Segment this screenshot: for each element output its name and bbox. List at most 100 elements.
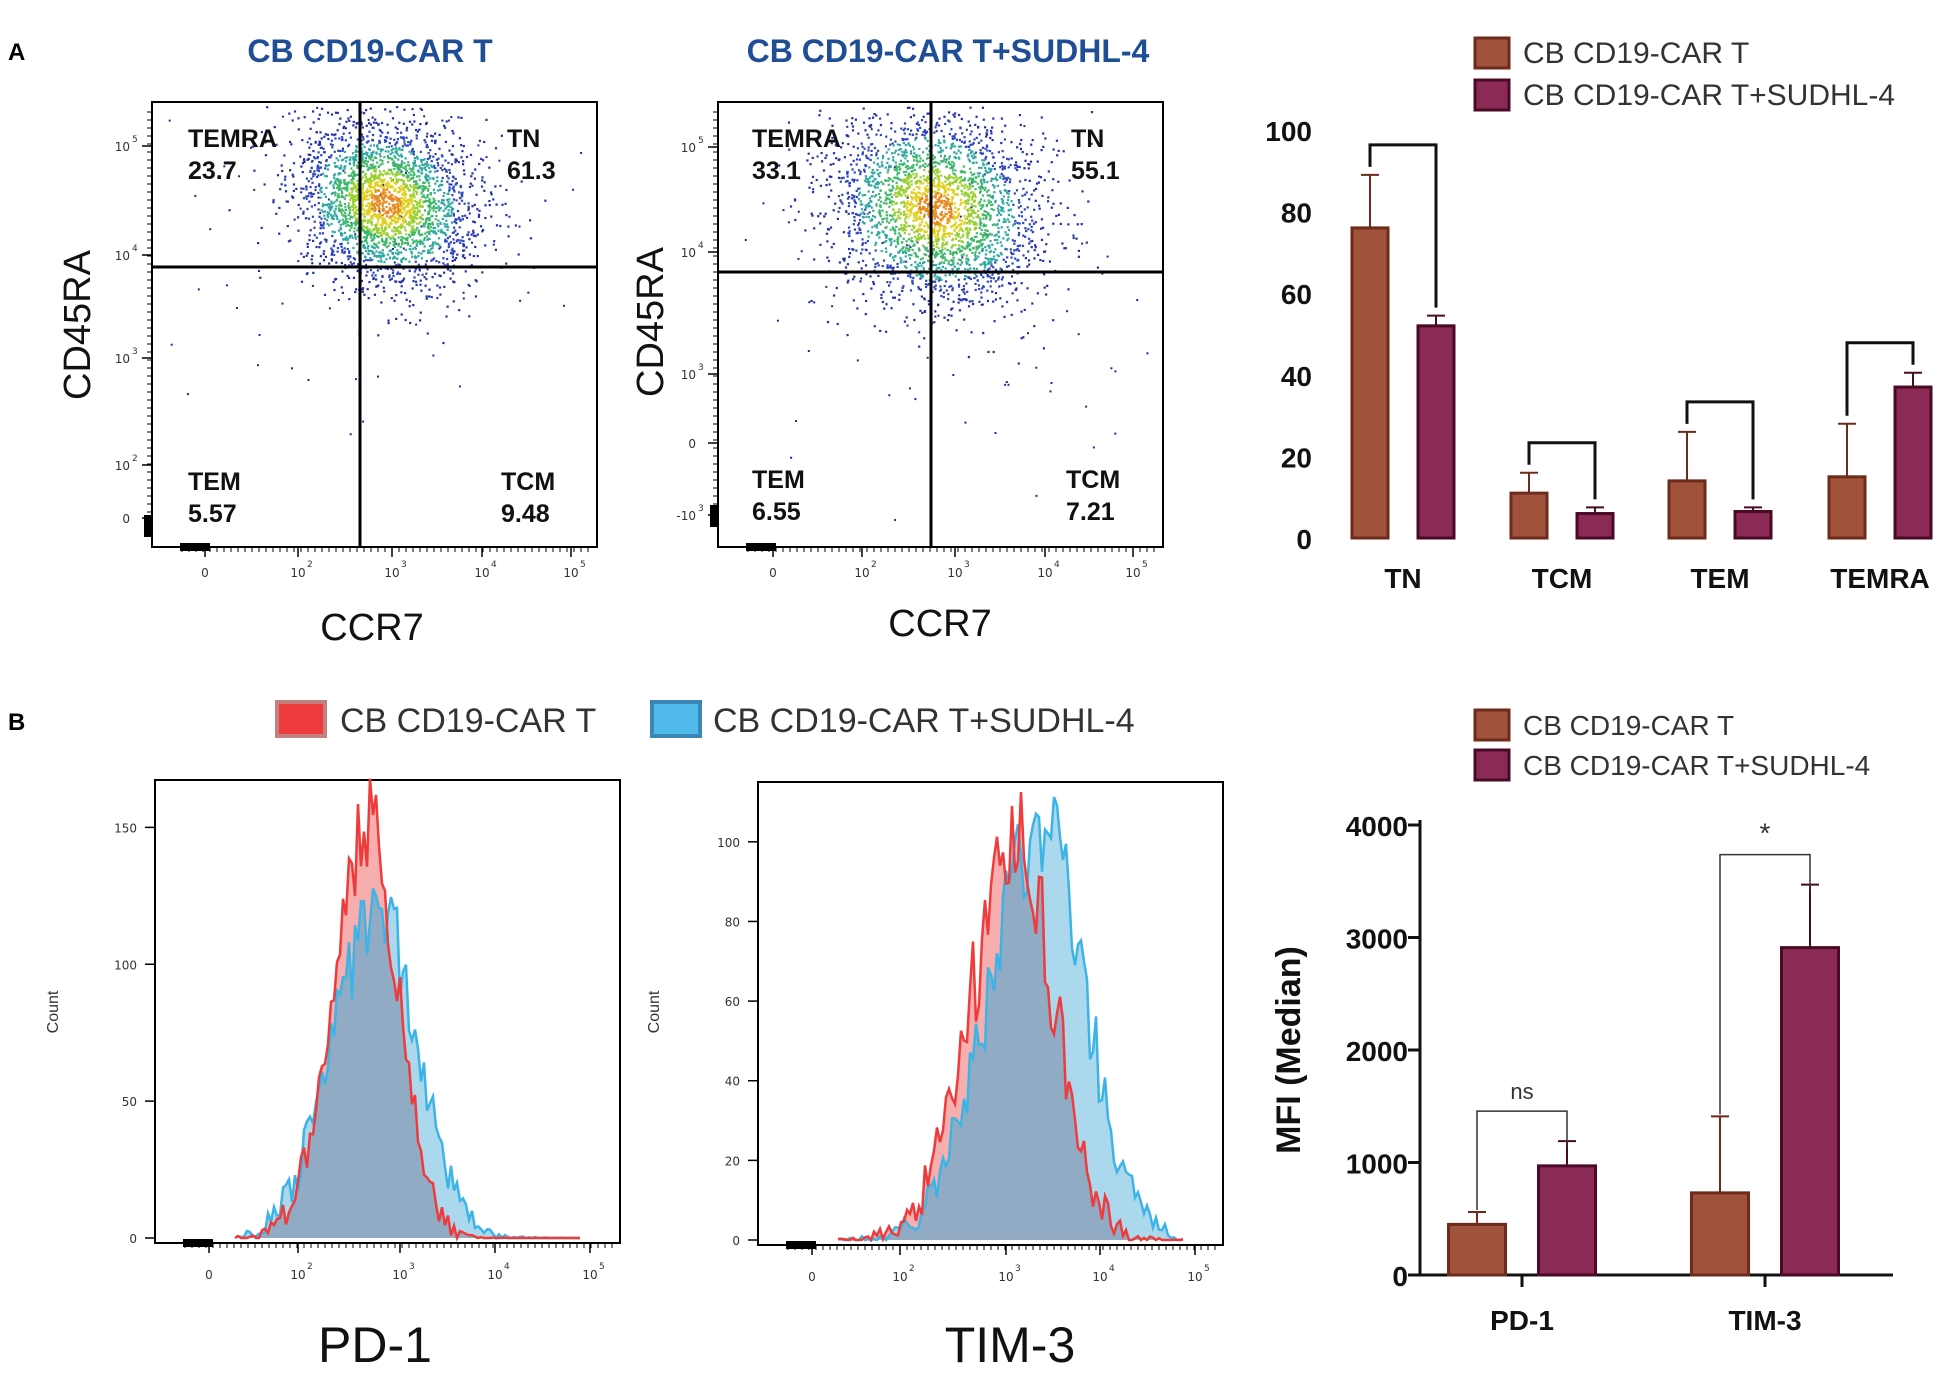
flow-dot [860, 208, 864, 211]
flow-dot [353, 214, 356, 218]
flow-dot [1030, 246, 1033, 249]
flow-dot [446, 175, 449, 178]
flow-dot [970, 213, 973, 216]
flow-dot [968, 185, 971, 188]
flow-dot [455, 222, 458, 225]
flow-dot [838, 261, 841, 264]
flow-dot [948, 203, 951, 206]
flow-dot [949, 250, 952, 253]
flow-dot [384, 108, 387, 111]
flow-dot [1043, 273, 1046, 276]
flow-dot [379, 192, 383, 195]
flow-dot [922, 182, 925, 185]
flow-dot [397, 158, 400, 161]
flow-dot [835, 286, 838, 290]
flow-dot [445, 170, 448, 173]
flow-dot [956, 185, 959, 188]
flow-dot [396, 167, 399, 170]
flow-dot [404, 292, 407, 295]
flow-dot [361, 288, 364, 291]
flow-dot [488, 200, 491, 203]
flow-dot [425, 163, 428, 166]
flow-dot [837, 195, 841, 198]
flow-dot [965, 247, 968, 250]
flow-dot [856, 179, 859, 182]
flow-dot [978, 166, 981, 169]
flow-dot [272, 201, 275, 204]
flow-dot [394, 256, 397, 259]
flow-dot [398, 167, 401, 170]
flow-dot [386, 154, 389, 157]
flow-dot [308, 234, 311, 237]
flow-dot [414, 183, 418, 186]
flow-dot [336, 177, 339, 181]
flow-dot [390, 149, 393, 152]
flow-dot [918, 160, 921, 163]
flow-dot [402, 218, 405, 221]
flow-dot [415, 200, 418, 204]
flow-dot [895, 202, 898, 205]
flow-dot [351, 194, 354, 197]
flow-dot [1020, 337, 1023, 340]
flow-dot [400, 215, 403, 218]
flow-dot [1011, 215, 1014, 218]
flow-dot [445, 240, 448, 243]
flow-dot [371, 251, 374, 254]
flow-dot [889, 201, 892, 204]
flow-dot [852, 278, 855, 281]
flow-dot [495, 203, 498, 206]
flow-dot [405, 298, 408, 301]
flow-dot [453, 281, 456, 284]
flow-y-tick-exponent: 4 [132, 244, 138, 254]
flow-dot [923, 225, 926, 228]
flow-dot [969, 167, 972, 170]
flow-dot [974, 123, 977, 126]
flow-dot [435, 260, 438, 263]
flow-dot [385, 258, 388, 261]
flow-dot [1026, 206, 1029, 209]
flow-dot [1047, 200, 1050, 203]
flow-dot [811, 156, 814, 159]
flow-dot [379, 173, 382, 176]
flow-dot [830, 189, 833, 192]
flow-dot [380, 195, 383, 198]
flow-dot [394, 229, 397, 232]
flow-dot [399, 165, 403, 168]
flow-dot [362, 176, 365, 179]
flow-dot [415, 128, 418, 132]
flow-dot [941, 237, 944, 240]
flow-dot [436, 169, 439, 172]
flow-dot [400, 197, 403, 200]
flow-dot [378, 153, 381, 156]
flow-dot [365, 165, 369, 168]
flow-dot [474, 235, 477, 238]
flow-dot [967, 220, 971, 223]
flow-dot [963, 318, 966, 321]
flow-dot [833, 294, 836, 297]
flow-dot [446, 205, 449, 208]
flow-dot [360, 228, 363, 231]
flow-dot [405, 233, 408, 236]
flow-dot [974, 226, 977, 229]
flow-dot [424, 163, 427, 166]
flow-dot [840, 177, 843, 180]
flow-dot [278, 206, 281, 209]
flow-dot [855, 195, 859, 199]
flow-dot [903, 226, 906, 229]
flow-dot [334, 137, 337, 140]
flow-dot [846, 125, 849, 128]
flow-dot [416, 157, 419, 160]
flow-dot [987, 260, 990, 263]
flow-dot [360, 147, 363, 150]
flow-dot [362, 212, 365, 215]
flow-dot [399, 136, 402, 139]
flow-dot [869, 143, 873, 146]
flow-dot [365, 204, 368, 208]
flow-dot [925, 247, 928, 250]
flow-dot [913, 191, 916, 194]
flow-dot [889, 281, 892, 284]
flow-dot [964, 221, 967, 224]
flow-dot [951, 267, 954, 270]
flow-dot [1027, 162, 1030, 166]
flow-dot [992, 178, 995, 181]
